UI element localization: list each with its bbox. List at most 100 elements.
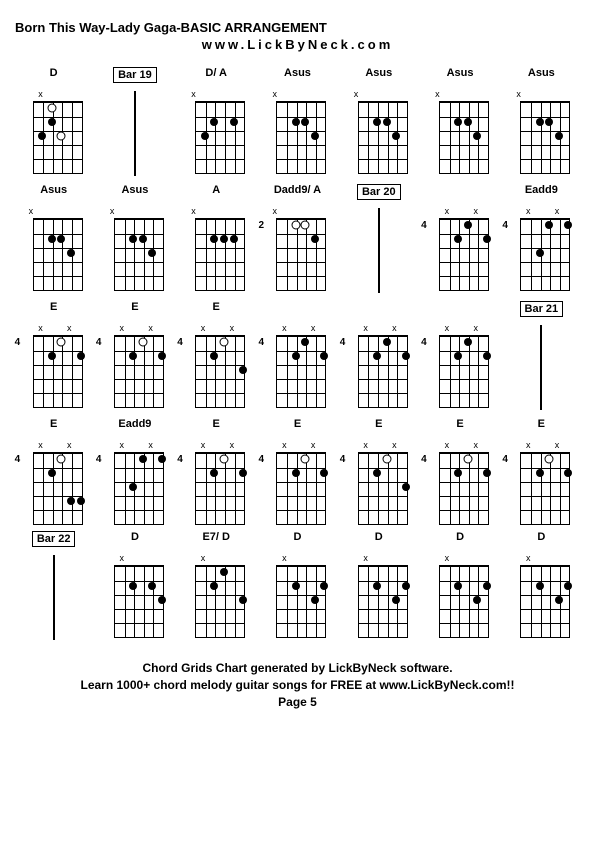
fret-number: 4 [177, 454, 183, 465]
chord-cell: Dx [503, 531, 580, 640]
finger-dot [292, 469, 300, 477]
chord-cell: 4xx [259, 301, 336, 410]
chord-diagram: x [268, 87, 326, 172]
finger-dot [320, 352, 328, 360]
finger-dot [473, 132, 481, 140]
fret-number: 4 [258, 337, 264, 348]
finger-dot [464, 338, 472, 346]
finger-dot [301, 455, 310, 464]
bar-label: Bar 20 [357, 184, 401, 200]
chord-label: D [456, 531, 464, 547]
nut-marker: x [201, 553, 206, 563]
chord-label: D [537, 531, 545, 547]
chord-diagram: x [350, 87, 408, 172]
chord-diagram: 4xx [268, 438, 326, 523]
finger-dot [129, 235, 137, 243]
chord-label: E [538, 418, 545, 434]
chord-diagram: x [187, 551, 245, 636]
finger-dot [383, 118, 391, 126]
chord-diagram: 4xx [512, 438, 570, 523]
finger-dot [301, 221, 310, 230]
finger-dot [230, 235, 238, 243]
chord-cell: Asus x [259, 67, 336, 176]
finger-dot [463, 455, 472, 464]
finger-dot [564, 221, 572, 229]
finger-dot [536, 582, 544, 590]
nut-marker: x [67, 440, 72, 450]
fretboard [439, 218, 489, 291]
finger-dot [483, 582, 491, 590]
fret-number: 4 [340, 454, 346, 465]
fretboard [276, 565, 326, 638]
fretboard [520, 565, 570, 638]
nut-marker: x [363, 323, 368, 333]
finger-dot [292, 352, 300, 360]
finger-dot [210, 352, 218, 360]
nut-marker: x [191, 89, 196, 99]
fretboard [195, 565, 245, 638]
fretboard [358, 565, 408, 638]
footer: Chord Grids Chart generated by LickByNec… [15, 660, 580, 710]
finger-dot [57, 338, 66, 347]
chord-diagram: x [350, 551, 408, 636]
fretboard [358, 101, 408, 174]
nut-marker: x [473, 440, 478, 450]
chord-label: E [375, 418, 382, 434]
finger-dot [220, 338, 229, 347]
finger-dot [291, 221, 300, 230]
chord-diagram: 4xx [25, 438, 83, 523]
bar-divider [540, 325, 542, 410]
nut-marker: x [311, 323, 316, 333]
finger-dot [392, 132, 400, 140]
nut-marker: x [392, 323, 397, 333]
chord-label: D [294, 531, 302, 547]
chord-cell: Bar 20 [340, 184, 417, 293]
finger-dot [536, 469, 544, 477]
finger-dot [402, 582, 410, 590]
chord-label: Asus [284, 67, 311, 83]
chord-diagram: x [268, 551, 326, 636]
chord-diagram: 4xx [25, 321, 83, 406]
finger-dot [320, 469, 328, 477]
finger-dot [220, 455, 229, 464]
chord-chart-grid: DxBar 19D/ AxAsusxAsusxAsusxAsusxAsusxAs… [15, 67, 580, 640]
chord-cell: Bar 22 [15, 531, 92, 640]
chord-diagram: 4xx [431, 321, 489, 406]
finger-dot [373, 352, 381, 360]
fretboard [195, 335, 245, 408]
fretboard [439, 335, 489, 408]
chord-cell: Dadd9/ A2x [259, 184, 336, 293]
chord-cell: Dx [259, 531, 336, 640]
finger-dot [48, 469, 56, 477]
chord-cell: E4xx [96, 301, 173, 410]
chord-diagram: 4xx [431, 438, 489, 523]
finger-dot [239, 366, 247, 374]
finger-dot [373, 582, 381, 590]
finger-dot [392, 596, 400, 604]
finger-dot [464, 118, 472, 126]
chord-label: E [50, 418, 57, 434]
finger-dot [292, 118, 300, 126]
nut-marker: x [191, 206, 196, 216]
chord-cell: E 4xx [15, 418, 92, 523]
finger-dot [402, 352, 410, 360]
finger-dot [301, 118, 309, 126]
chord-diagram: 4xx [106, 321, 164, 406]
chord-label: Asus [447, 67, 474, 83]
finger-dot [47, 104, 56, 113]
fretboard [276, 101, 326, 174]
chord-label: Dadd9/ A [274, 184, 321, 200]
fretboard [114, 218, 164, 291]
chord-cell: E 4xx [503, 418, 580, 523]
finger-dot [48, 118, 56, 126]
chord-diagram: x [106, 204, 164, 289]
finger-dot [158, 455, 166, 463]
finger-dot [454, 235, 462, 243]
finger-dot [473, 596, 481, 604]
nut-marker: x [201, 440, 206, 450]
chord-cell: Bar 19 [96, 67, 173, 176]
fret-number: 4 [96, 454, 102, 465]
finger-dot [57, 455, 66, 464]
chord-label: Asus [365, 67, 392, 83]
bar-label: Bar 21 [520, 301, 564, 317]
